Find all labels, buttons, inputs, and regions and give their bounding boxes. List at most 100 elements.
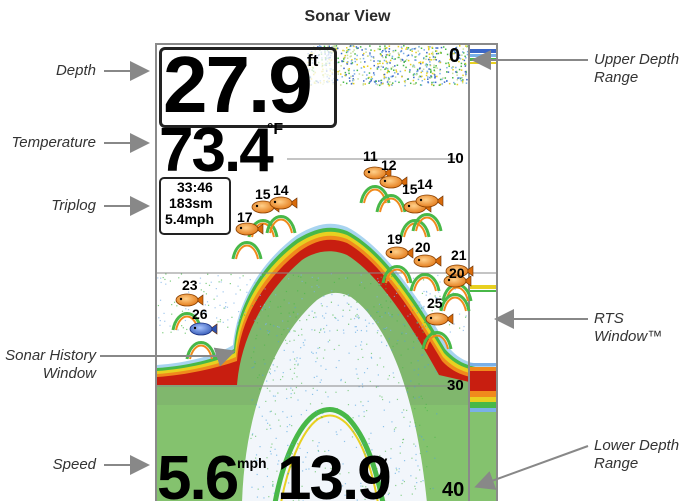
sub-bottom-speck — [269, 323, 272, 326]
fish-arch — [439, 293, 471, 312]
clutter-speck — [430, 71, 432, 74]
clutter-speck — [386, 47, 388, 49]
clutter-speck — [352, 50, 354, 53]
clutter-speck — [328, 45, 330, 48]
clutter-speck — [421, 75, 423, 78]
rts-mid-yellow — [470, 285, 496, 289]
clutter-speck — [394, 49, 397, 52]
clutter-speck — [419, 84, 422, 86]
noise-speck — [464, 316, 467, 318]
clutter-speck — [464, 71, 467, 73]
sub-bottom-speck — [263, 359, 265, 361]
noise-speck — [434, 295, 436, 297]
clutter-speck — [412, 65, 414, 67]
sub-bottom-speck — [381, 396, 383, 398]
clutter-speck — [432, 56, 435, 58]
sub-bottom-speck — [274, 400, 276, 402]
clutter-speck — [403, 61, 405, 63]
noise-speck — [374, 319, 377, 321]
clutter-speck — [373, 64, 376, 67]
fish-label: 23 — [182, 277, 198, 293]
sub-bottom-speck — [263, 307, 265, 309]
clutter-speck — [429, 68, 432, 71]
noise-speck — [275, 294, 277, 296]
clutter-speck — [458, 77, 460, 79]
sub-bottom-speck — [414, 386, 416, 388]
sub-bottom-speck — [396, 343, 398, 345]
noise-speck — [376, 311, 378, 314]
noise-speck — [385, 283, 387, 286]
sub-bottom-speck — [363, 372, 366, 374]
sub-bottom-speck — [266, 387, 269, 389]
sub-bottom-speck — [344, 483, 347, 485]
clutter-speck — [433, 64, 435, 67]
callout-lower-depth-range-line1: Lower Depth — [594, 437, 680, 454]
sub-bottom-speck — [327, 341, 329, 343]
clutter-speck — [446, 80, 448, 82]
sub-bottom-speck — [277, 463, 279, 465]
noise-speck — [323, 295, 325, 297]
clutter-speck — [423, 57, 425, 59]
clutter-speck — [465, 57, 467, 59]
noise-speck — [226, 306, 229, 308]
noise-speck — [419, 301, 421, 303]
sub-bottom-speck — [294, 489, 296, 491]
sub-bottom-speck — [414, 422, 416, 424]
clutter-speck — [422, 68, 425, 71]
sub-bottom-speck — [361, 348, 363, 350]
noise-speck — [395, 292, 398, 295]
clutter-speck — [370, 79, 372, 82]
sonar-graphics — [157, 45, 496, 501]
sub-bottom-speck — [410, 362, 412, 364]
sub-bottom-speck — [375, 386, 378, 388]
sub-bottom-speck — [340, 429, 342, 431]
noise-speck — [184, 319, 187, 322]
sub-bottom-speck — [293, 339, 295, 341]
sub-bottom-speck — [298, 499, 300, 501]
clutter-speck — [420, 71, 423, 74]
bottom-return — [157, 223, 496, 501]
sub-bottom-speck — [383, 409, 385, 411]
noise-speck — [157, 277, 159, 279]
sub-bottom-speck — [266, 422, 269, 424]
sub-bottom-speck — [323, 317, 325, 319]
noise-speck — [452, 292, 454, 294]
sub-bottom-speck — [276, 454, 278, 456]
clutter-speck — [354, 58, 356, 60]
sub-bottom-speck — [417, 465, 419, 467]
clutter-speck — [362, 57, 365, 60]
clutter-speck — [405, 48, 407, 50]
noise-speck — [380, 283, 382, 285]
sub-bottom-speck — [336, 408, 339, 410]
noise-speck — [157, 304, 160, 307]
clutter-speck — [327, 45, 329, 47]
clutter-speck — [423, 49, 425, 51]
noise-speck — [426, 291, 428, 293]
sub-bottom-speck — [273, 358, 276, 360]
clutter-speck — [415, 73, 418, 76]
sub-bottom-speck — [265, 419, 267, 421]
sub-bottom-speck — [286, 397, 288, 400]
sub-bottom-speck — [355, 368, 357, 370]
sub-bottom-speck — [273, 492, 275, 494]
sub-bottom-speck — [268, 330, 271, 333]
clutter-speck — [403, 80, 406, 83]
sub-bottom-speck — [381, 398, 384, 401]
clutter-speck — [465, 74, 467, 77]
sub-bottom-speck — [416, 482, 418, 484]
noise-speck — [391, 314, 393, 316]
sub-bottom-speck — [299, 447, 301, 449]
clutter-speck — [362, 82, 365, 85]
fish-arch-core — [235, 244, 259, 260]
sub-bottom-speck — [267, 315, 269, 317]
clutter-speck — [381, 82, 384, 85]
noise-speck — [325, 312, 327, 314]
sub-bottom-speck — [300, 414, 302, 416]
sub-bottom-speck — [266, 380, 268, 382]
rts-bottom-yellow — [470, 397, 496, 402]
noise-speck — [437, 274, 439, 277]
clutter-speck — [385, 60, 388, 63]
sub-bottom-speck — [268, 334, 270, 336]
sub-bottom-speck — [368, 438, 370, 440]
